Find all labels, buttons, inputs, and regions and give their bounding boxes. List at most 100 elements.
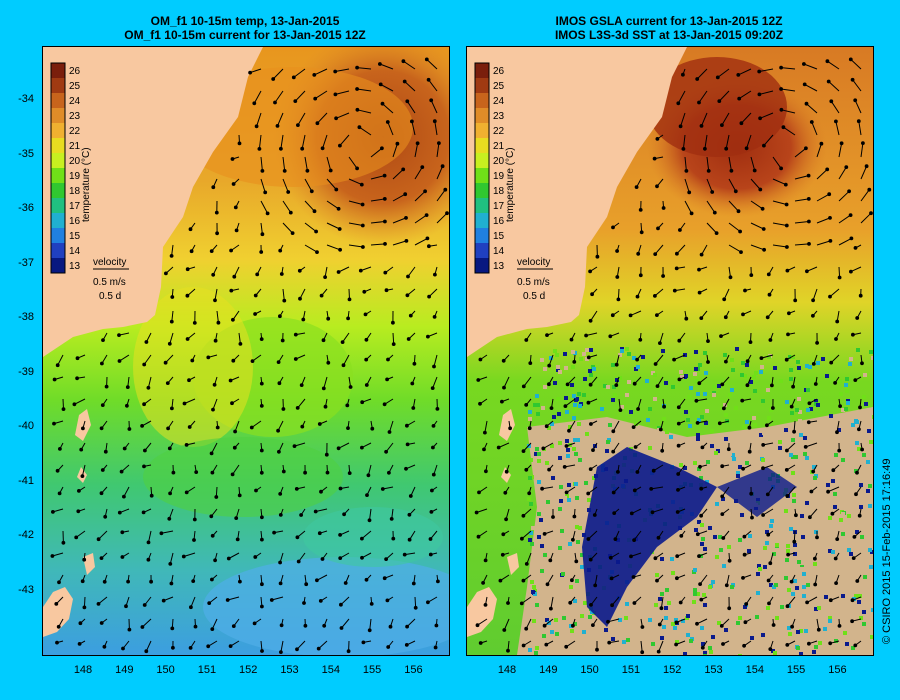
left-velocity-arrowhead	[430, 386, 435, 391]
right-velocity-arrowhead	[498, 578, 503, 583]
left-velocity-arrowhead	[301, 317, 306, 322]
left-velocity-arrowhead	[405, 442, 410, 447]
left-velocity-arrowhead	[191, 579, 196, 583]
left-velocity-arrowhead	[358, 268, 363, 273]
right-colorbar-tick: 18	[493, 186, 505, 197]
right-velocity-arrowhead	[653, 294, 657, 298]
left-velocity-vector	[294, 90, 306, 102]
right-velocity-arrowhead	[847, 189, 852, 194]
left-velocity-arrowhead	[318, 599, 323, 603]
right-velocity-arrowhead	[807, 219, 811, 224]
right-velocity-arrowhead	[790, 624, 795, 629]
left-velocity-arrowhead	[74, 535, 79, 540]
right-velocity-arrowhead	[787, 311, 791, 316]
left-colorbar-tick: 24	[69, 96, 81, 107]
right-velocity-arrowhead	[676, 443, 681, 448]
right-velocity-arrowhead	[519, 601, 524, 606]
left-velocity-arrowhead	[378, 62, 382, 66]
left-velocity-vector	[228, 552, 240, 559]
right-velocity-arrowhead	[834, 337, 838, 341]
right-velocity-arrowhead	[697, 381, 702, 386]
right-velocity-arrowhead	[678, 228, 682, 232]
left-velocity-arrowhead	[122, 446, 127, 451]
left-velocity-arrowhead	[260, 232, 265, 237]
left-velocity-arrowhead	[389, 517, 394, 521]
left-velocity-arrowhead	[253, 293, 258, 298]
left-velocity-arrowhead	[424, 213, 429, 218]
right-velocity-arrowhead	[848, 57, 853, 62]
left-velocity-arrowhead	[277, 381, 282, 386]
right-velocity-arrowhead	[613, 537, 618, 542]
left-velocity-arrowhead	[383, 242, 387, 246]
right-colorbar-swatch	[475, 153, 489, 168]
right-velocity-arrowhead	[632, 381, 637, 386]
right-velocity-arrowhead	[589, 603, 593, 607]
right-velocity-arrowhead	[757, 92, 762, 97]
right-velocity-arrowhead	[547, 363, 552, 368]
left-velocity-arrowhead	[82, 557, 87, 562]
right-velocity-arrowhead	[569, 337, 574, 342]
left-velocity-arrowhead	[360, 555, 364, 560]
right-velocity-arrowhead	[826, 489, 831, 494]
left-velocity-arrowhead	[80, 474, 85, 479]
right-velocity-arrowhead	[828, 239, 833, 243]
left-velocity-arrowhead	[253, 555, 258, 559]
right-velocity-arrowhead	[827, 192, 832, 197]
right-velocity-vector	[763, 134, 774, 146]
right-velocity-arrowhead	[771, 406, 775, 410]
right-velocity-vector	[794, 221, 809, 224]
left-velocity-arrowhead	[55, 468, 60, 473]
left-colorbar-swatch	[51, 243, 65, 258]
left-velocity-arrowhead	[340, 340, 345, 345]
left-velocity-arrowhead	[300, 424, 305, 429]
left-velocity-arrowhead	[234, 228, 239, 233]
left-velocity-arrowhead	[61, 540, 66, 545]
right-velocity-arrowhead	[631, 425, 636, 430]
right-velocity-arrowhead	[547, 467, 551, 472]
right-colorbar-swatch	[475, 183, 489, 198]
left-colorbar-tick: 16	[69, 216, 81, 227]
left-velocity-arrowhead	[292, 444, 297, 449]
left-velocity-arrowhead	[387, 470, 391, 475]
right-velocity-arrowhead	[610, 603, 615, 608]
right-colorbar-label: temperature (°C)	[505, 147, 516, 222]
right-velocity-vector	[718, 90, 730, 102]
right-velocity-arrowhead	[813, 582, 818, 587]
left-velocity-arrowhead	[253, 312, 258, 316]
left-velocity-arrowhead	[431, 424, 436, 428]
right-velocity-vector	[728, 178, 737, 192]
right-velocity-arrowhead	[611, 490, 616, 495]
right-velocity-arrowhead	[676, 405, 681, 410]
left-velocity-arrowhead	[235, 537, 240, 542]
left-velocity-vector	[407, 266, 416, 277]
left-velocity-arrowhead	[50, 554, 55, 558]
left-colorbar-swatch	[51, 108, 65, 123]
left-velocity-vector	[183, 552, 196, 557]
right-velocity-vector	[725, 134, 730, 149]
left-velocity-arrowhead	[140, 625, 145, 629]
right-velocity-arrowhead	[860, 447, 865, 452]
left-velocity-arrowhead	[360, 445, 364, 450]
right-velocity-arrowhead	[651, 468, 656, 473]
left-velocity-arrowhead	[233, 429, 238, 434]
right-velocity-vector	[721, 486, 730, 497]
right-velocity-arrowhead	[744, 146, 749, 151]
right-velocity-arrowhead	[501, 358, 506, 363]
left-velocity-arrowhead	[401, 167, 406, 172]
right-velocity-vector	[568, 420, 576, 432]
right-velocity-arrowhead	[855, 579, 860, 583]
right-velocity-arrowhead	[855, 470, 859, 475]
left-velocity-arrowhead	[81, 426, 85, 431]
left-velocity-arrowhead	[142, 402, 146, 407]
left-velocity-arrowhead	[230, 157, 235, 161]
right-velocity-vector	[526, 552, 532, 565]
right-velocity-arrowhead	[681, 72, 685, 77]
right-velocity-arrowhead	[588, 318, 593, 323]
right-velocity-arrowhead	[655, 184, 659, 189]
right-velocity-arrowhead	[681, 147, 686, 151]
right-velocity-arrowhead	[501, 532, 506, 537]
right-velocity-arrowhead	[850, 598, 855, 603]
right-velocity-arrowhead	[574, 559, 579, 564]
left-velocity-arrowhead	[402, 79, 407, 84]
left-velocity-arrowhead	[209, 514, 214, 519]
